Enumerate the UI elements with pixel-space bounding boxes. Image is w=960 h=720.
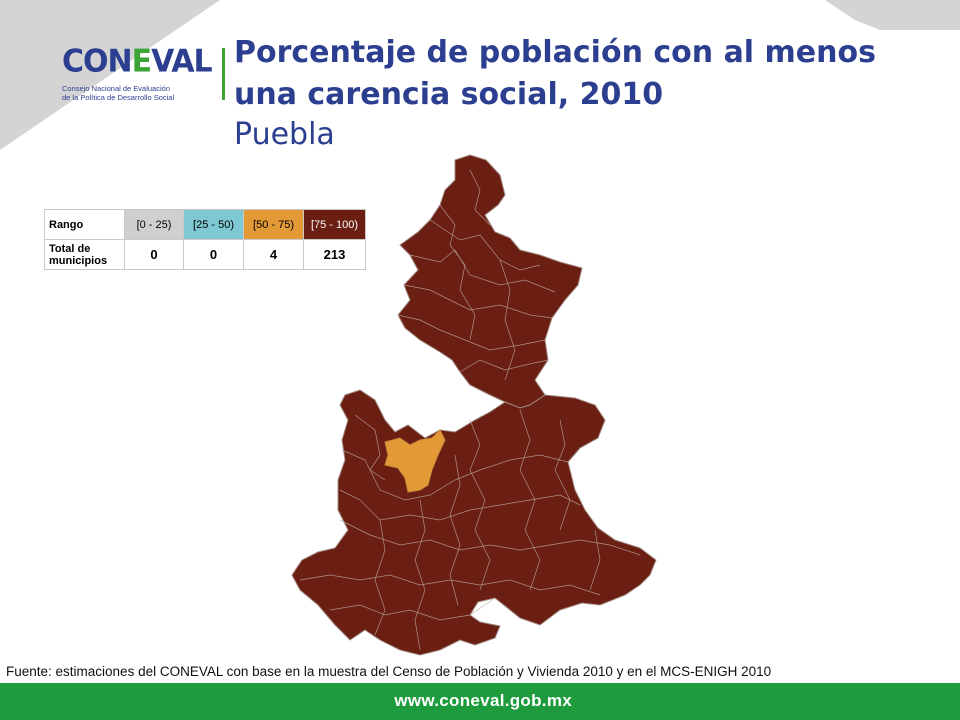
legend-count-25-50: 0 (183, 239, 244, 270)
source-note: Fuente: estimaciones del CONEVAL con bas… (6, 664, 772, 679)
footer-url-link[interactable]: www.coneval.gob.mx (394, 691, 572, 710)
legend-table: Rango [0 - 25) [25 - 50) [50 - 75) [75 -… (44, 209, 366, 270)
footer-bar: www.coneval.gob.mx (0, 683, 960, 720)
legend-range-row: Rango [0 - 25) [25 - 50) [50 - 75) [75 -… (44, 209, 366, 240)
legend-count-0-25: 0 (124, 239, 184, 270)
coneval-logo: CONEVAL Consejo Nacional de Evaluación d… (40, 30, 220, 120)
legend-count-row: Total de municipios 0 0 4 213 (44, 239, 366, 270)
legend-range-75-100: [75 - 100) (303, 209, 366, 240)
legend-range-label: Rango (44, 209, 125, 240)
map-municipal-borders (299, 169, 641, 651)
legend-count-50-75: 4 (243, 239, 304, 270)
page-subtitle: Puebla (234, 117, 335, 152)
legend-range-0-25: [0 - 25) (124, 209, 184, 240)
logo-wordmark: CONEVAL (62, 43, 213, 80)
map-region-south (291, 389, 657, 656)
legend-count-label: Total de municipios (44, 239, 125, 270)
legend-range-50-75: [50 - 75) (243, 209, 304, 240)
legend-range-25-50: [25 - 50) (183, 209, 244, 240)
legend-count-75-100: 213 (303, 239, 366, 270)
logo-subline: Consejo Nacional de Evaluación de la Pol… (62, 84, 175, 102)
page-title: Porcentaje de población con al menos una… (234, 35, 876, 112)
title-divider (222, 48, 225, 100)
map-region-highlight (384, 429, 446, 493)
